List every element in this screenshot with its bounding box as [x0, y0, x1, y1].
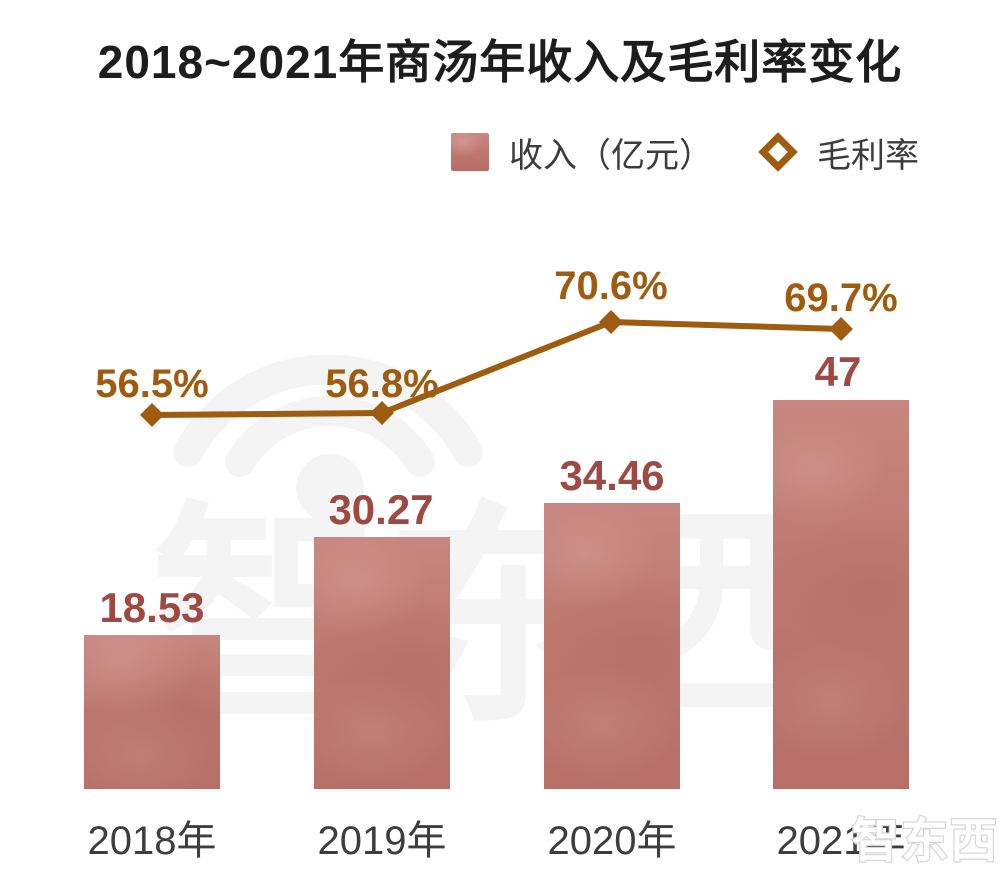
x-label-2018: 2018年 [87, 819, 217, 863]
pct-label-2019: 56.8% [325, 362, 439, 406]
legend-revenue-label: 收入（亿元） [509, 136, 713, 175]
revenue-swatch-icon [451, 133, 489, 171]
marker-diamond-2020 [599, 310, 623, 334]
margin-diamond-icon [755, 129, 801, 175]
bar-2018 [84, 635, 220, 789]
bar-2020 [544, 503, 680, 789]
bar-value-2020: 34.46 [559, 452, 665, 499]
bar-2019 [314, 537, 450, 789]
pct-label-2020: 70.6% [554, 264, 668, 308]
legend-margin-label: 毛利率 [817, 136, 919, 175]
chart-title: 2018~2021年商汤年收入及毛利率变化 [97, 36, 903, 88]
bar-value-2021: 47 [814, 348, 862, 395]
x-label-2020: 2020年 [547, 819, 677, 863]
bar-value-2018: 18.53 [99, 584, 205, 631]
legend-item-revenue: 收入（亿元） [451, 128, 713, 177]
corner-watermark: 智东西 [851, 813, 999, 869]
bar-value-2019: 30.27 [328, 486, 434, 533]
pct-label-2021: 69.7% [784, 276, 898, 320]
pct-label-2018: 56.5% [95, 362, 209, 406]
legend-item-margin: 毛利率 [713, 128, 919, 177]
x-label-2019: 2019年 [317, 819, 447, 863]
x-label-2021: 2021年 [776, 819, 906, 863]
legend: 收入（亿元） 毛利率 [451, 129, 919, 175]
bar-2021 [773, 400, 909, 789]
watermark-arc-inner [225, 396, 435, 477]
